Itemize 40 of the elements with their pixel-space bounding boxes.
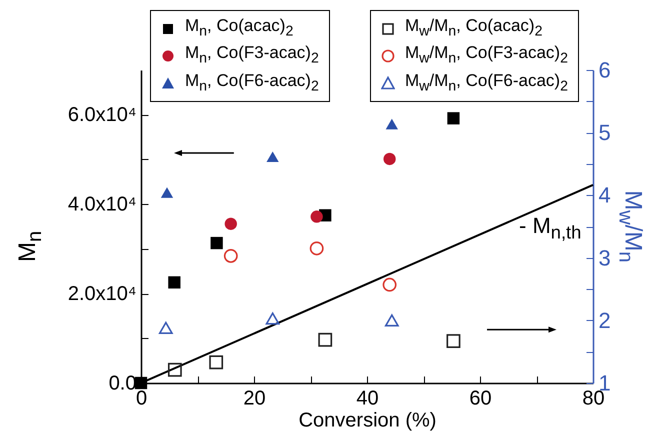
legend-label: M$_{w}$/M$_{n}$, Co(F6-acac)$_{2}$	[405, 70, 568, 96]
y-tick-label: 4.0x10⁴	[68, 194, 136, 216]
y2-tick-label: 3	[598, 245, 611, 270]
point	[446, 334, 460, 348]
point	[382, 278, 397, 292]
y-tick-label: 0.0	[108, 372, 136, 394]
y2-tick-label: 5	[598, 120, 611, 146]
point	[168, 362, 182, 377]
y-tick-label: 6.0x10⁴	[68, 104, 136, 126]
point	[224, 218, 237, 230]
legend-label: M$_{w}$/M$_{n}$, Co(acac)$_{2}$	[405, 15, 542, 42]
legend-label: M$_{n}$, Co(F6-acac)$_{2}$	[185, 70, 319, 96]
x-tick-label: 40	[356, 388, 379, 410]
point	[383, 152, 396, 166]
legend-label: M$_{n}$, Co(F3-acac)$_{2}$	[185, 42, 319, 69]
y2-tick-label: 2	[598, 308, 611, 333]
x-tick-label: 20	[243, 388, 266, 410]
point	[224, 249, 238, 263]
point	[209, 355, 224, 370]
point	[310, 210, 323, 223]
x-axis-title: Conversion (%)	[298, 410, 436, 432]
point	[266, 312, 280, 325]
x-tick-label: 0	[136, 388, 148, 410]
point	[310, 242, 324, 256]
y-tick-label: 2.0x10⁴	[68, 283, 136, 306]
point	[160, 187, 174, 198]
series-label: - M$_{n,th}$	[519, 212, 582, 244]
x-tick-label: 60	[469, 388, 492, 410]
point	[447, 112, 460, 124]
point	[158, 322, 173, 334]
y2-tick-label: 6	[598, 58, 611, 82]
point	[318, 332, 332, 347]
legend-label: M$_{w}$/M$_{n}$, Co(F3-acac)$_{2}$	[405, 42, 568, 69]
point	[386, 118, 398, 130]
y2-tick-label: 4	[598, 182, 611, 208]
point	[168, 276, 180, 289]
legend-label: M$_{n}$, Co(acac)$_{2}$	[185, 15, 294, 42]
point	[210, 236, 223, 250]
point	[266, 151, 279, 162]
point	[384, 314, 399, 327]
